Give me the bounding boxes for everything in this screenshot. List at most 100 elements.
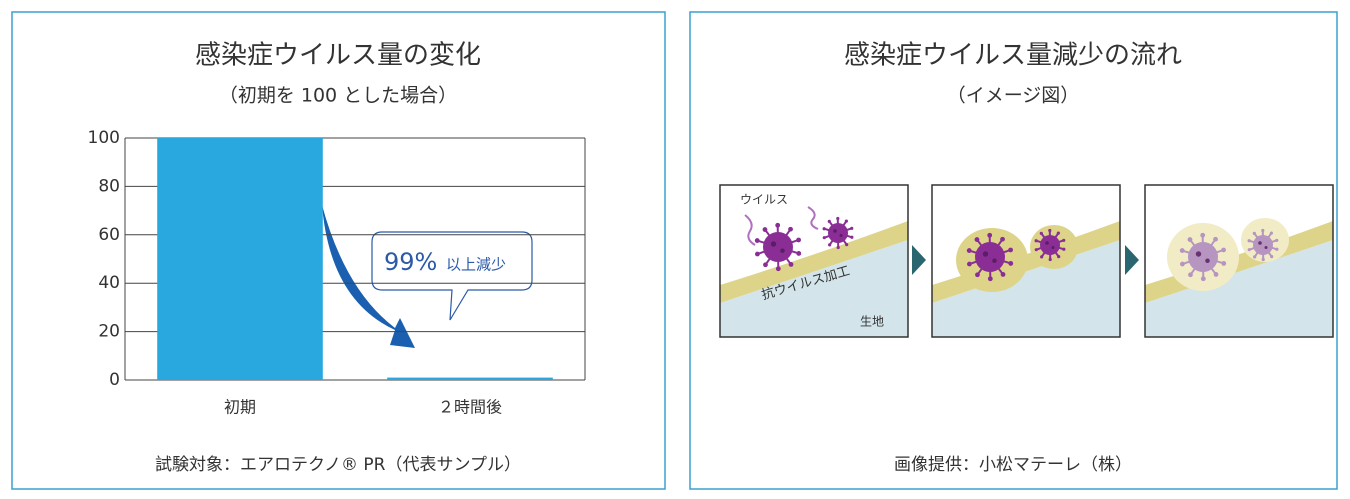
virus-knob bbox=[763, 227, 768, 232]
virus-knob bbox=[850, 236, 853, 239]
step-arrow bbox=[912, 245, 926, 275]
virus-knob bbox=[1035, 239, 1038, 242]
virus-knob bbox=[1062, 248, 1065, 251]
virus-knob bbox=[796, 251, 801, 256]
x-tick-label: ２時間後 bbox=[438, 398, 502, 417]
virus-knob bbox=[776, 266, 781, 271]
virus-body bbox=[828, 223, 848, 243]
chart-note: 試験対象：エアロテクノ® PR（代表サンプル） bbox=[155, 455, 521, 475]
virus-knob bbox=[1008, 261, 1013, 266]
virus-knob bbox=[1270, 255, 1273, 258]
virus-body bbox=[975, 242, 1005, 272]
virus-spot bbox=[1052, 246, 1055, 249]
virus-knob bbox=[1040, 255, 1043, 258]
virus-spot bbox=[840, 234, 843, 237]
virus-spot bbox=[992, 259, 997, 264]
chart-subtitle: （初期を 100 とした場合） bbox=[219, 85, 457, 107]
virus-knob bbox=[1057, 255, 1060, 258]
callout-text: 以上減少 bbox=[446, 256, 506, 274]
virus-knob bbox=[975, 272, 980, 277]
virus-knob bbox=[1049, 258, 1052, 261]
virus-knob bbox=[987, 233, 992, 238]
virus-knob bbox=[1180, 262, 1185, 267]
virus-knob bbox=[828, 220, 831, 223]
bar bbox=[157, 138, 323, 380]
virus-knob bbox=[1180, 248, 1185, 253]
virus-knob bbox=[1040, 232, 1043, 235]
virus-knob bbox=[988, 276, 993, 281]
virus-knob bbox=[796, 238, 801, 243]
virus-knob bbox=[1001, 272, 1006, 277]
virus-knob bbox=[1248, 239, 1251, 242]
virus-knob bbox=[763, 262, 768, 267]
virus-spot bbox=[771, 241, 776, 246]
virus-spot bbox=[1045, 241, 1049, 245]
virus-knob bbox=[850, 227, 853, 230]
virus-spot bbox=[780, 249, 785, 254]
virus-knob bbox=[755, 252, 760, 257]
virus-knob bbox=[1253, 232, 1256, 235]
virus-body bbox=[763, 232, 793, 262]
virus-knob bbox=[828, 243, 831, 246]
virus-knob bbox=[975, 237, 980, 242]
fabric-label: 生地 bbox=[860, 315, 884, 329]
virus-knob bbox=[1048, 229, 1051, 232]
virus-knob bbox=[837, 246, 840, 249]
y-tick-label: 0 bbox=[109, 370, 120, 390]
callout bbox=[372, 232, 532, 320]
virus-knob bbox=[1221, 248, 1226, 253]
virus-spot bbox=[1205, 259, 1210, 264]
virus-body bbox=[1040, 235, 1060, 255]
virus-spot bbox=[983, 251, 988, 256]
virus-knob bbox=[845, 220, 848, 223]
virus-knob bbox=[1062, 239, 1065, 242]
illustration bbox=[720, 185, 1333, 337]
virus-knob bbox=[1221, 261, 1226, 266]
virus-label: ウイルス bbox=[740, 193, 788, 207]
virus-knob bbox=[836, 217, 839, 220]
virus-knob bbox=[845, 243, 848, 246]
y-tick-label: 100 bbox=[88, 128, 120, 148]
y-tick-label: 60 bbox=[98, 225, 120, 245]
virus-knob bbox=[1275, 248, 1278, 251]
diagram-title: 感染症ウイルス量減少の流れ bbox=[844, 41, 1182, 71]
step-arrow bbox=[1125, 245, 1139, 275]
virus-knob bbox=[1201, 276, 1206, 281]
virus-body bbox=[1253, 235, 1273, 255]
virus-knob bbox=[1262, 258, 1265, 261]
virus-spot bbox=[1196, 251, 1201, 256]
virus-knob bbox=[1035, 248, 1038, 251]
diagram-subtitle: （イメージ図） bbox=[947, 85, 1080, 107]
y-tick-label: 40 bbox=[98, 273, 120, 293]
virus-knob bbox=[1188, 237, 1193, 242]
virus-knob bbox=[1200, 233, 1205, 238]
virus-knob bbox=[823, 236, 826, 239]
y-tick-label: 80 bbox=[98, 176, 120, 196]
virus-knob bbox=[1214, 272, 1219, 277]
virus-knob bbox=[1261, 229, 1264, 232]
virus-knob bbox=[1008, 248, 1013, 253]
virus-knob bbox=[775, 223, 780, 228]
virus-spot bbox=[1265, 246, 1268, 249]
virus-knob bbox=[789, 262, 794, 267]
virus-knob bbox=[788, 227, 793, 232]
virus-knob bbox=[1188, 272, 1193, 277]
virus-knob bbox=[1275, 239, 1278, 242]
y-tick-label: 20 bbox=[98, 322, 120, 342]
virus-knob bbox=[755, 238, 760, 243]
virus-spot bbox=[1258, 241, 1262, 245]
callout-value: 99% bbox=[384, 248, 437, 276]
chart-title: 感染症ウイルス量の変化 bbox=[195, 41, 481, 71]
diagram-caption: 画像提供：小松マテーレ（株） bbox=[894, 455, 1132, 475]
virus-knob bbox=[1253, 255, 1256, 258]
virus-body bbox=[1188, 242, 1218, 272]
x-tick-label: 初期 bbox=[224, 398, 256, 417]
virus-knob bbox=[1248, 248, 1251, 251]
virus-knob bbox=[823, 227, 826, 230]
virus-knob bbox=[1057, 232, 1060, 235]
bar bbox=[387, 378, 553, 380]
virus-knob bbox=[1270, 232, 1273, 235]
virus-knob bbox=[1213, 237, 1218, 242]
virus-spot bbox=[833, 229, 837, 233]
